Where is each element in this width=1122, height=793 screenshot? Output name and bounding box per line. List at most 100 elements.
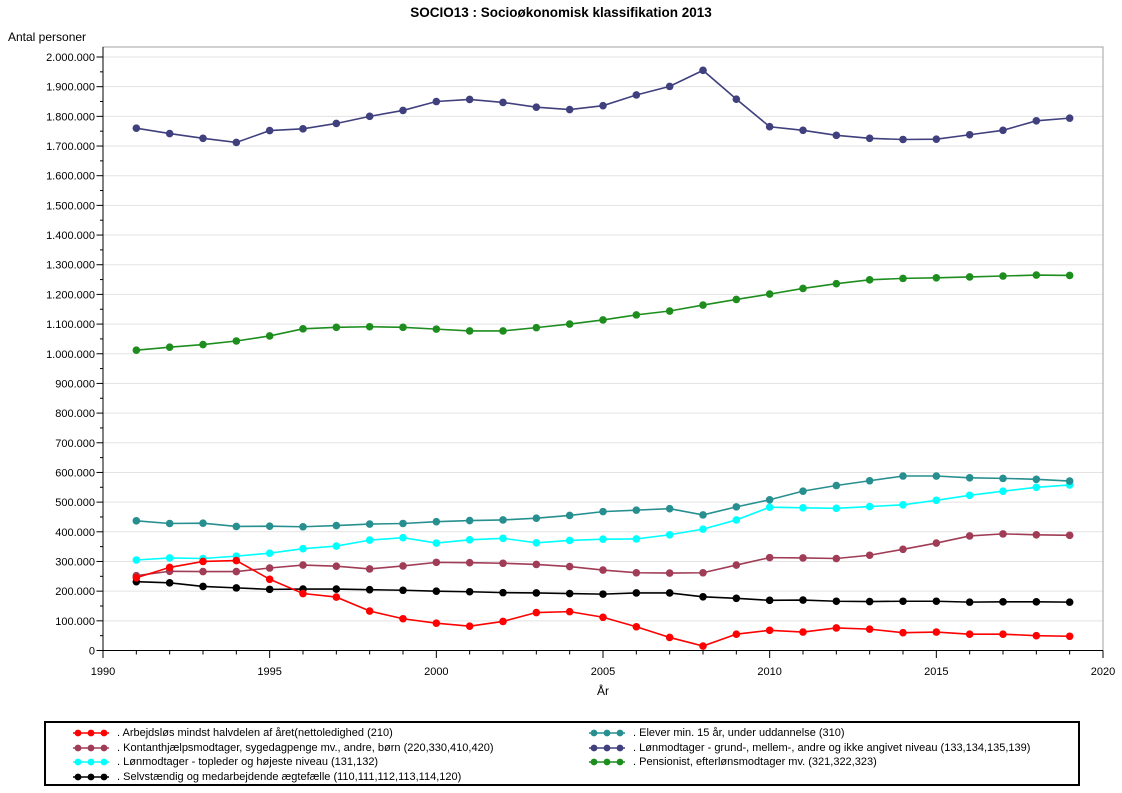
data-point-topleder bbox=[632, 535, 641, 543]
data-point-lonmodtager-grund bbox=[699, 66, 707, 75]
data-point-kontanthjalp bbox=[265, 564, 274, 572]
data-point-topleder bbox=[899, 500, 907, 509]
data-point-elever bbox=[132, 517, 141, 525]
data-point-arbejdslos bbox=[332, 593, 341, 601]
data-point-selvstaendig bbox=[165, 579, 174, 587]
data-point-elever bbox=[599, 507, 607, 516]
data-point-selvstaendig bbox=[899, 597, 907, 606]
data-point-elever bbox=[165, 519, 174, 528]
data-point-elever bbox=[932, 472, 941, 480]
data-point-kontanthjalp bbox=[965, 532, 974, 540]
data-point-selvstaendig bbox=[699, 592, 707, 601]
data-point-pensionist bbox=[1032, 271, 1041, 279]
data-point-arbejdslos bbox=[632, 622, 641, 631]
y-tick-label: 1.400.000 bbox=[46, 230, 95, 242]
y-tick-label: 400.000 bbox=[55, 527, 95, 539]
data-point-lonmodtager-grund bbox=[565, 105, 574, 114]
data-point-selvstaendig bbox=[932, 597, 941, 606]
data-point-topleder bbox=[699, 525, 707, 533]
legend-column-1: . Elever min. 15 år, under uddannelse (3… bbox=[587, 726, 1030, 770]
data-point-arbejdslos bbox=[599, 613, 607, 622]
data-point-kontanthjalp bbox=[665, 569, 674, 577]
data-point-kontanthjalp bbox=[299, 561, 307, 569]
data-point-lonmodtager-grund bbox=[832, 131, 841, 140]
legend-label-pensionist: . Pensionist, efterlønsmodtager mv. (321… bbox=[633, 756, 877, 769]
y-tick-label: 300.000 bbox=[55, 556, 95, 568]
y-tick-label: 1.200.000 bbox=[46, 289, 95, 301]
legend-label-arbejdslos: . Arbejdsløs mindst halvdelen af året(ne… bbox=[117, 727, 393, 740]
data-point-selvstaendig bbox=[1065, 598, 1074, 606]
data-point-lonmodtager-grund bbox=[965, 130, 974, 139]
data-point-arbejdslos bbox=[365, 607, 374, 615]
data-point-pensionist bbox=[799, 284, 807, 293]
y-tick-label: 1.800.000 bbox=[46, 111, 95, 123]
data-point-lonmodtager-grund bbox=[1032, 117, 1041, 125]
legend-label-kontanthjalp: . Kontanthjælpsmodtager, sygedagpenge mv… bbox=[117, 741, 494, 754]
data-point-pensionist bbox=[532, 323, 541, 332]
data-point-arbejdslos bbox=[732, 630, 741, 638]
data-point-pensionist bbox=[365, 322, 374, 331]
data-point-topleder bbox=[399, 533, 407, 542]
data-point-selvstaendig bbox=[365, 585, 374, 594]
data-point-pensionist bbox=[432, 325, 441, 333]
data-point-pensionist bbox=[999, 272, 1007, 280]
y-tick-label: 1.600.000 bbox=[46, 171, 95, 183]
data-point-pensionist bbox=[732, 295, 741, 304]
data-point-elever bbox=[899, 472, 907, 480]
data-point-lonmodtager-grund bbox=[265, 126, 274, 135]
x-tick-label: 1995 bbox=[257, 666, 281, 678]
data-point-lonmodtager-grund bbox=[432, 97, 441, 106]
data-point-elever bbox=[799, 487, 807, 495]
data-point-selvstaendig bbox=[432, 587, 441, 595]
data-point-elever bbox=[432, 517, 441, 526]
data-point-arbejdslos bbox=[932, 628, 941, 636]
data-point-elever bbox=[1065, 477, 1074, 485]
data-point-lonmodtager-grund bbox=[332, 119, 341, 128]
data-point-selvstaendig bbox=[565, 589, 574, 598]
data-point-arbejdslos bbox=[532, 608, 541, 617]
data-point-lonmodtager-grund bbox=[132, 124, 141, 133]
data-point-kontanthjalp bbox=[899, 545, 907, 554]
data-point-pensionist bbox=[399, 323, 407, 332]
y-tick-label: 1.000.000 bbox=[46, 349, 95, 361]
legend-marker-lonmodtager-grund bbox=[589, 744, 625, 752]
data-point-lonmodtager-grund bbox=[865, 134, 874, 143]
data-point-lonmodtager-grund bbox=[765, 122, 774, 131]
data-point-selvstaendig bbox=[999, 598, 1007, 606]
data-point-elever bbox=[532, 514, 541, 522]
data-point-lonmodtager-grund bbox=[199, 134, 207, 143]
data-point-selvstaendig bbox=[499, 588, 507, 597]
data-point-lonmodtager-grund bbox=[365, 112, 374, 121]
data-point-topleder bbox=[532, 538, 541, 547]
data-point-kontanthjalp bbox=[332, 562, 341, 571]
data-point-lonmodtager-grund bbox=[1065, 114, 1074, 122]
data-point-topleder bbox=[799, 503, 807, 512]
data-point-lonmodtager-grund bbox=[499, 98, 507, 107]
data-point-kontanthjalp bbox=[999, 530, 1007, 538]
legend-column-0: . Arbejdsløs mindst halvdelen af året(ne… bbox=[71, 726, 494, 784]
data-point-selvstaendig bbox=[265, 585, 274, 594]
data-point-topleder bbox=[265, 549, 274, 557]
data-point-kontanthjalp bbox=[199, 567, 207, 576]
data-point-pensionist bbox=[265, 332, 274, 340]
data-point-selvstaendig bbox=[632, 589, 641, 597]
data-point-kontanthjalp bbox=[232, 567, 241, 576]
series-topleder bbox=[132, 481, 1074, 564]
series-lonmodtager-grund bbox=[132, 66, 1074, 147]
legend-label-topleder: . Lønmodtager - topleder og højeste nive… bbox=[117, 756, 379, 769]
data-point-elever bbox=[765, 495, 774, 504]
gridlines bbox=[103, 56, 1103, 622]
data-point-elever bbox=[199, 519, 207, 527]
data-point-selvstaendig bbox=[765, 596, 774, 605]
data-point-arbejdslos bbox=[265, 575, 274, 584]
data-point-arbejdslos bbox=[699, 642, 707, 650]
data-point-topleder bbox=[565, 536, 574, 545]
x-tick-label: 2000 bbox=[424, 666, 448, 678]
data-point-elever bbox=[832, 481, 841, 490]
x-tick-label: 1990 bbox=[91, 666, 115, 678]
y-tick-label: 600.000 bbox=[55, 467, 95, 479]
data-point-arbejdslos bbox=[765, 626, 774, 635]
x-tick-label: 2005 bbox=[591, 666, 615, 678]
